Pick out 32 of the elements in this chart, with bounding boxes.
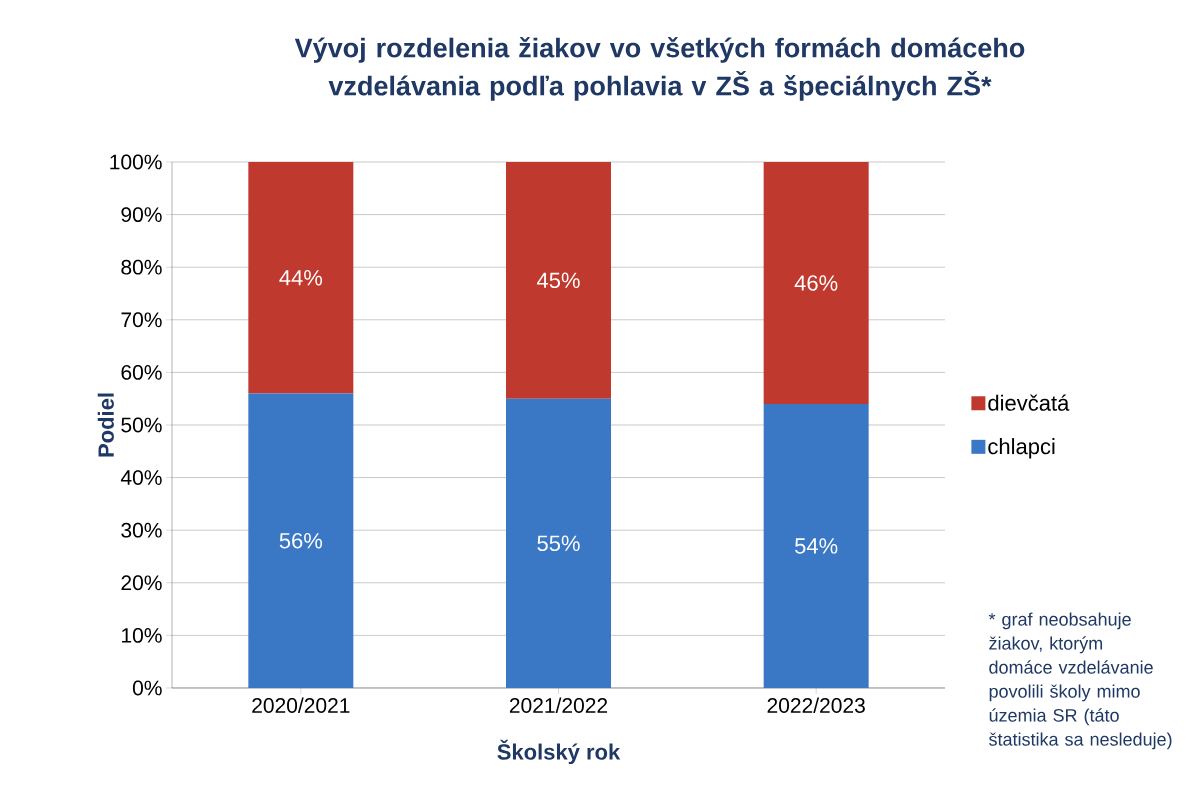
data-label: 56%	[279, 532, 323, 549]
y-tick-label: 100%	[110, 154, 162, 170]
y-tick-label: 40%	[120, 470, 162, 486]
data-label: 45%	[536, 272, 580, 289]
legend-label: dievčatá	[988, 394, 1070, 411]
legend-label: chlapci	[988, 438, 1055, 459]
y-tick-label: 0%	[132, 680, 162, 696]
data-label: 55%	[537, 535, 580, 552]
bar	[506, 398, 611, 688]
text: * graf neobsahuje žiakov, ktorým domáce vzdelávanie povolili školy mimo územia SR (táto štatistika sa nesleduje)	[988, 612, 1172, 750]
bar	[506, 161, 611, 399]
y-tick-label: 50%	[121, 417, 162, 433]
data-label: 46%	[794, 275, 838, 291]
bar	[763, 403, 869, 688]
x-tick-label: 2020/2021	[252, 697, 350, 713]
data-label: 54%	[795, 538, 838, 554]
bar	[763, 161, 869, 404]
x-tick-label: 2021/2022	[509, 697, 608, 713]
data-label: 44%	[279, 270, 323, 286]
x-axis-title: Školský rok	[497, 739, 621, 765]
y-tick-label: 80%	[121, 259, 162, 275]
chart-title: Vývoj rozdelenia žiakov vo všetkých formách domáceho vzdelávania podľa pohlavia v ZŠ a špeciálnych ZŠ*	[294, 37, 1025, 101]
y-tick-label: 60%	[121, 364, 162, 380]
x-tick-label: 2022/2023	[767, 697, 865, 713]
y-axis-title: Podiel	[97, 393, 114, 457]
bar	[248, 393, 354, 688]
y-tick-label: 20%	[121, 575, 162, 591]
y-tick-label: 90%	[121, 207, 162, 223]
y-tick-label: 70%	[121, 312, 162, 328]
y-tick-label: 10%	[122, 627, 162, 643]
bar	[248, 161, 354, 394]
y-tick-label: 30%	[121, 522, 162, 538]
